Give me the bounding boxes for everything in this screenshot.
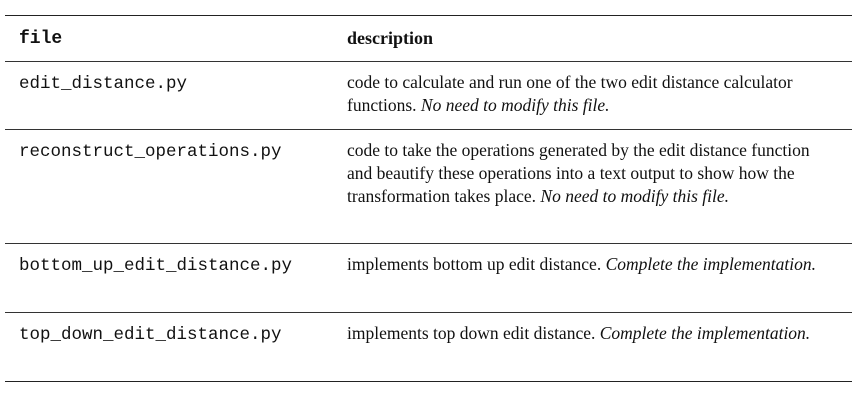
file-description: implements top down edit distance. Compl… <box>333 313 852 382</box>
description-note: Complete the implementation. <box>605 254 817 274</box>
description-text: implements top down edit distance. <box>347 323 596 343</box>
description-note: No need to modify this file. <box>420 95 610 115</box>
file-description: code to take the operations generated by… <box>333 129 852 244</box>
file-description-table: file description edit_distance.py code t… <box>5 15 852 382</box>
table-row: reconstruct_operations.py code to take t… <box>5 129 852 244</box>
file-name: edit_distance.py <box>5 61 333 130</box>
file-description: code to calculate and run one of the two… <box>333 61 852 130</box>
description-note: No need to modify this file. <box>540 186 729 206</box>
description-note: Complete the implementation. <box>599 323 811 343</box>
header-file: file <box>5 16 333 62</box>
table-row: top_down_edit_distance.py implements top… <box>5 313 852 382</box>
description-text: code to calculate and run one of the two… <box>347 72 793 115</box>
header-description: description <box>333 16 852 62</box>
top-rule <box>5 15 852 16</box>
file-name: bottom_up_edit_distance.py <box>5 243 333 313</box>
description-text: code to take the operations generated by… <box>347 140 810 206</box>
description-text: implements bottom up edit distance. <box>347 254 602 274</box>
table-row: bottom_up_edit_distance.py implements bo… <box>5 243 852 313</box>
table-row: edit_distance.py code to calculate and r… <box>5 61 852 130</box>
header-row: file description <box>5 16 852 62</box>
file-name: top_down_edit_distance.py <box>19 325 282 345</box>
bottom-rule <box>5 381 852 382</box>
file-description: implements bottom up edit distance. Comp… <box>333 243 852 313</box>
file-name: reconstruct_operations.py <box>5 129 333 244</box>
